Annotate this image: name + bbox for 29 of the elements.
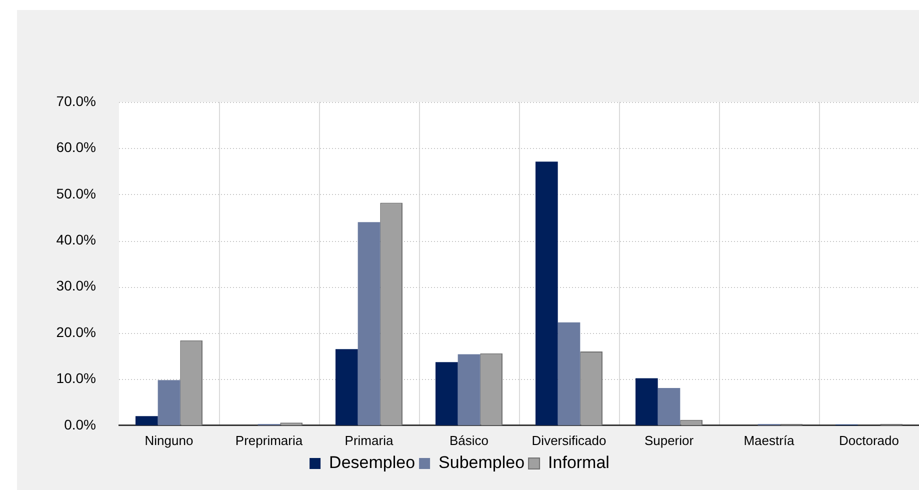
bar	[158, 380, 180, 426]
bar	[658, 388, 680, 426]
bar	[636, 378, 658, 426]
y-tick-label: 30.0%	[56, 278, 96, 294]
bar	[358, 222, 380, 426]
y-tick-label: 60.0%	[56, 139, 96, 156]
x-tick-label: Maestría	[744, 432, 796, 448]
bar	[536, 162, 558, 426]
x-tick-label: Ninguno	[144, 432, 194, 448]
bar	[436, 362, 458, 426]
y-tick-label: 10.0%	[56, 370, 96, 386]
bar	[336, 349, 358, 426]
y-tick-label: 50.0%	[56, 185, 96, 202]
legend-label: Informal	[548, 453, 610, 472]
x-tick-label: Superior	[644, 432, 694, 448]
bar	[458, 354, 480, 426]
x-tick-label: Preprimaria	[235, 432, 304, 448]
bar	[136, 416, 158, 426]
legend-label: Desempleo	[329, 453, 416, 472]
y-tick-label: 0.0%	[64, 416, 96, 432]
y-tick-label: 20.0%	[56, 324, 96, 340]
legend-label: Subempleo	[438, 453, 525, 472]
bar	[558, 322, 580, 426]
y-tick-label: 40.0%	[56, 231, 96, 248]
x-tick-label: Doctorado	[839, 432, 899, 448]
y-tick-label: 70.0%	[56, 92, 96, 109]
x-tick-label: Básico	[449, 432, 489, 448]
x-tick-label: Diversificado	[532, 432, 606, 448]
x-tick-label: Primaria	[344, 432, 394, 448]
